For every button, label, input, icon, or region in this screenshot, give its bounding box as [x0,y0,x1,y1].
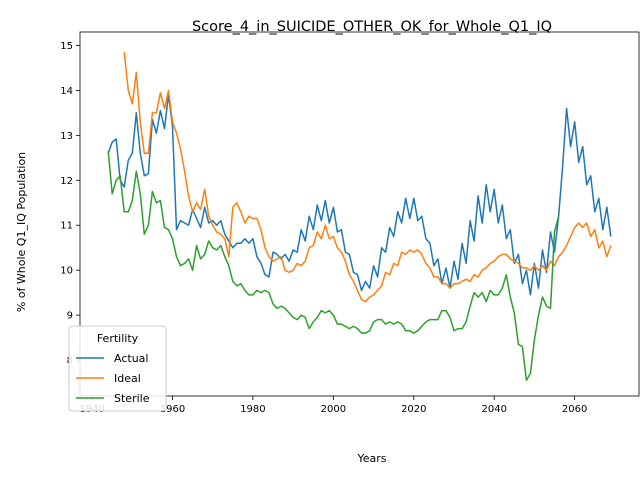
legend-box [68,325,167,412]
series-line-ideal [123,52,612,303]
y-tick-label: 11 [60,221,73,232]
plot-frame [79,31,640,397]
x-tick-label: 1960 [160,404,185,415]
y-tick-label: 12 [60,176,73,187]
plot-area [107,52,612,382]
x-tick-label: 2020 [401,404,426,415]
legend-label-ideal: Ideal [114,372,141,385]
y-tick-label: 15 [60,41,73,52]
x-tick-label: 1980 [240,404,265,415]
x-tick-label: 2000 [321,404,346,415]
y-tick-label: 9 [67,311,73,322]
y-axis-label: % of Whole Q1_IQ Population [15,152,28,312]
y-tick-label: 14 [60,86,73,97]
legend-label-actual: Actual [114,352,148,365]
chart-title: Score_4_in_SUICIDE_OTHER_OK_for_Whole_Q1… [192,19,552,35]
legend-title: Fertility [97,332,139,345]
legend-label-sterile: Sterile [114,392,150,405]
y-tick-label: 10 [60,266,73,277]
y-tick-label: 13 [60,131,73,142]
legend: Fertility Actual Ideal Sterile [68,325,167,412]
x-tick-label: 2040 [481,404,506,415]
x-tick-label: 2060 [562,404,587,415]
series-line-sterile [107,151,560,382]
x-axis-label: Years [356,452,386,465]
